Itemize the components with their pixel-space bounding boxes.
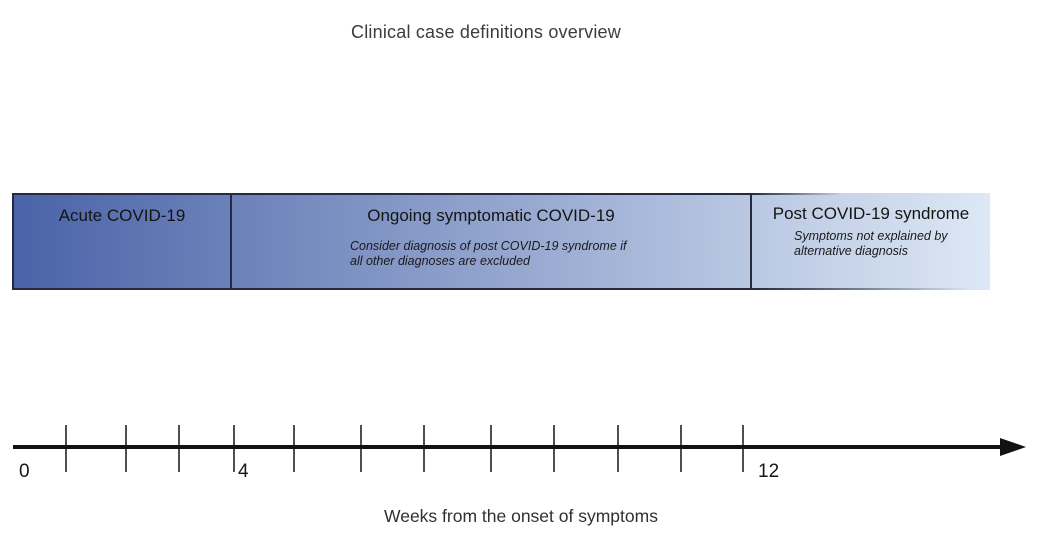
week-label-0: 0 <box>19 461 30 482</box>
phase-acute-covid-19: Acute COVID-19 <box>12 193 232 290</box>
phase-note-line: alternative diagnosis <box>794 244 908 258</box>
axis-arrowhead-icon <box>1000 438 1026 456</box>
phase-label: Acute COVID-19 <box>58 206 186 225</box>
phase-label: Post COVID-19 syndrome <box>772 204 970 223</box>
phase-bar: Acute COVID-19 Ongoing symptomatic COVID… <box>12 193 990 290</box>
phase-note: Consider diagnosis of post COVID-19 synd… <box>232 239 750 269</box>
axis-caption: Weeks from the onset of symptoms <box>384 506 658 526</box>
week-label-4: 4 <box>238 461 249 482</box>
week-label-12: 12 <box>758 461 780 482</box>
phase-post-covid-19-syndrome: Post COVID-19 syndrome Symptoms not expl… <box>752 193 990 290</box>
phase-note: Symptoms not explained by alternative di… <box>752 229 990 259</box>
figure-title: Clinical case definitions overview <box>351 22 621 42</box>
phase-note-line: Consider diagnosis of post COVID-19 synd… <box>350 239 627 253</box>
phase-note-line: Symptoms not explained by <box>794 229 948 243</box>
phase-ongoing-symptomatic-covid-19: Ongoing symptomatic COVID-19 Consider di… <box>230 193 752 290</box>
phase-note-line: all other diagnoses are excluded <box>350 254 530 268</box>
phase-label: Ongoing symptomatic COVID-19 <box>367 206 615 225</box>
axis-line <box>13 445 1004 449</box>
